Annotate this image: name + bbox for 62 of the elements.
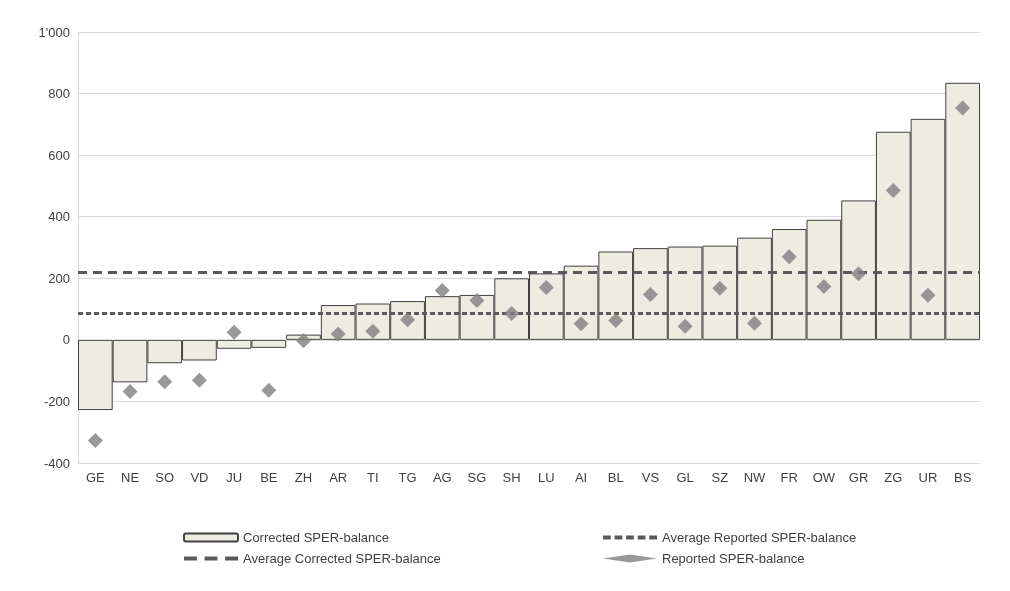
x-tick-label: SZ (711, 470, 729, 485)
x-tick-label: SH (502, 470, 521, 485)
x-tick-label: NW (743, 470, 767, 485)
legend-label: Reported SPER-balance (662, 551, 805, 566)
point (191, 372, 207, 388)
x-tick-label: VS (641, 470, 660, 485)
point (261, 382, 277, 398)
y-tick-label: 200 (48, 270, 70, 286)
y-tick-label: 800 (48, 86, 70, 102)
legend-label: Average Corrected SPER-balance (243, 551, 441, 566)
point (816, 279, 832, 295)
x-tick-label: ZG (884, 470, 903, 485)
x-tick-label: AI (574, 470, 588, 485)
point (538, 280, 554, 296)
y-tick-label: 600 (48, 147, 70, 163)
x-tick-label: SO (155, 470, 175, 485)
x-tick-label: SG (467, 470, 487, 485)
point (365, 323, 381, 339)
point (330, 326, 346, 342)
x-tick-label: GE (85, 470, 106, 485)
x-tick-label: NE (121, 470, 140, 485)
y-tick-label: 1'000 (38, 24, 70, 40)
point (296, 333, 311, 349)
x-tick-label: JU (226, 470, 243, 485)
point (712, 280, 728, 296)
point (573, 316, 589, 332)
x-tick-label: UR (918, 470, 938, 485)
point (851, 266, 867, 282)
point (469, 292, 485, 308)
y-tick-label: -400 (43, 455, 70, 471)
point (87, 433, 103, 449)
y-tick-label: -200 (43, 393, 70, 409)
x-tick-label: OW (812, 470, 836, 485)
point (122, 384, 138, 400)
x-tick-label: VD (190, 470, 209, 485)
x-tick-label: LU (538, 470, 555, 485)
legend-label: Average Reported SPER-balance (662, 530, 857, 545)
x-tick-label: GR (848, 470, 869, 485)
x-tick-label: BE (260, 470, 278, 485)
point (608, 312, 624, 328)
point (642, 287, 658, 303)
x-tick-label: GL (676, 470, 694, 485)
x-tick-label: FR (780, 470, 798, 485)
x-tick-label: BS (953, 470, 972, 485)
point (885, 183, 901, 199)
x-tick-label: BL (607, 470, 624, 485)
point (955, 100, 971, 116)
point (747, 315, 762, 331)
y-tick-label: 400 (48, 209, 70, 225)
x-tick-label: AR (329, 470, 348, 485)
point (157, 374, 173, 390)
point (226, 324, 242, 340)
legend-label: Corrected SPER-balance (243, 530, 389, 545)
x-tick-label: AG (432, 470, 452, 485)
y-tick-label: 0 (62, 332, 70, 348)
point (677, 318, 693, 334)
x-tick-label: TG (398, 470, 417, 485)
x-tick-label: ZH (294, 470, 313, 485)
point (920, 287, 936, 303)
point (781, 249, 797, 265)
x-tick-label: TI (367, 470, 379, 485)
point (434, 283, 450, 299)
